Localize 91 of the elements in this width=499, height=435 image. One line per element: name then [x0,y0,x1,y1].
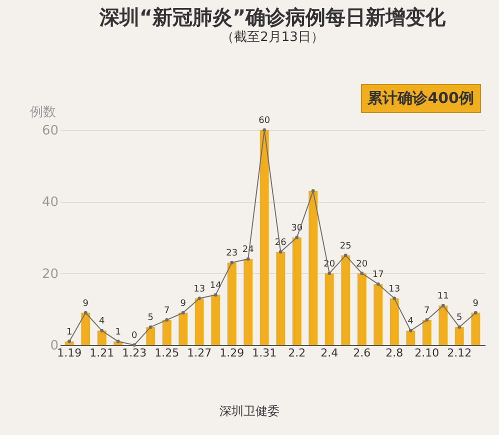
point [458,325,462,329]
data-label: 9 [472,298,479,309]
point [84,311,88,314]
bar [390,298,399,345]
data-label: 5 [148,313,154,324]
point [214,293,218,297]
data-label: 0 [131,331,138,341]
point [148,325,152,329]
x-tick-label: 1.31 [252,346,277,360]
data-label: 5 [456,313,462,324]
x-tick-label: 1.19 [57,346,82,360]
x-tick-label: 2.2 [288,346,306,360]
data-label: 7 [424,306,430,316]
bar [324,273,334,345]
x-tick-label: 2.10 [414,346,440,360]
bar [292,238,302,345]
data-label: 20 [356,259,368,270]
bar [146,327,156,345]
y-tick-label: 60 [42,124,58,138]
text: 深圳卫健委 [218,403,280,420]
bar [454,327,464,345]
bar [178,312,188,345]
x-tick-label: 2.4 [320,346,338,360]
data-label: 7 [164,306,170,316]
x-tick-label: 1.27 [187,346,212,360]
point [165,318,169,322]
y-tick-label: 20 [42,266,58,282]
point [295,236,299,240]
bar [471,312,480,345]
data-label: 13 [194,284,206,294]
y-axis-title: 例数 [30,105,56,120]
x-tick-label: 1.23 [122,346,147,360]
bar [341,255,350,345]
bar [276,252,286,345]
point [198,296,202,300]
point [311,189,315,193]
data-label: 1 [115,327,121,338]
data-label: 4 [408,316,414,327]
point [132,343,136,347]
data-label: 23 [226,248,238,259]
bar [81,312,90,345]
bar [211,294,220,345]
point [425,318,429,322]
bar [374,284,383,345]
bar [438,306,448,345]
point [360,272,364,276]
data-label: 11 [437,292,449,302]
x-tick-label: 2.6 [353,346,371,360]
data-label: 60 [258,116,270,126]
point [408,328,412,332]
data-label: 9 [82,298,89,309]
bar [244,259,253,345]
point [474,311,478,314]
bar [357,273,366,345]
x-tick-label: 1.25 [154,346,180,360]
x-tick-label: 2.8 [386,346,404,360]
chart-subtitle: （截至2月13日） [221,30,324,45]
x-tick-label: 1.29 [220,346,244,360]
point [100,328,104,332]
point [246,257,250,261]
bar [308,190,318,345]
chart-title: 深圳“新冠肺炎”确诊病例每日新增变化 [98,5,447,29]
point [68,340,72,344]
point [376,282,380,286]
y-tick-label: 0 [50,338,58,354]
data-label: 17 [372,270,384,280]
data-label: 4 [98,316,105,327]
bar [422,320,432,345]
text: 累计确诊400例 [360,84,481,113]
data-label: 13 [388,284,400,294]
point [441,304,445,308]
data-label: 25 [340,241,352,252]
y-tick-label: 40 [42,195,58,210]
bar [406,330,416,345]
point [116,340,120,344]
point [392,296,396,300]
point [344,254,348,258]
point [181,311,185,314]
bar [162,320,172,345]
point [230,260,234,264]
bar [194,298,204,345]
bar [260,130,269,345]
bar [97,330,106,345]
x-tick-label: 1.21 [90,346,114,360]
data-label: 1 [66,327,72,338]
data-label: 9 [180,298,186,309]
point [278,250,282,254]
point [328,272,332,276]
point [262,128,266,132]
bar [227,262,236,345]
x-tick-label: 2.12 [447,346,472,360]
